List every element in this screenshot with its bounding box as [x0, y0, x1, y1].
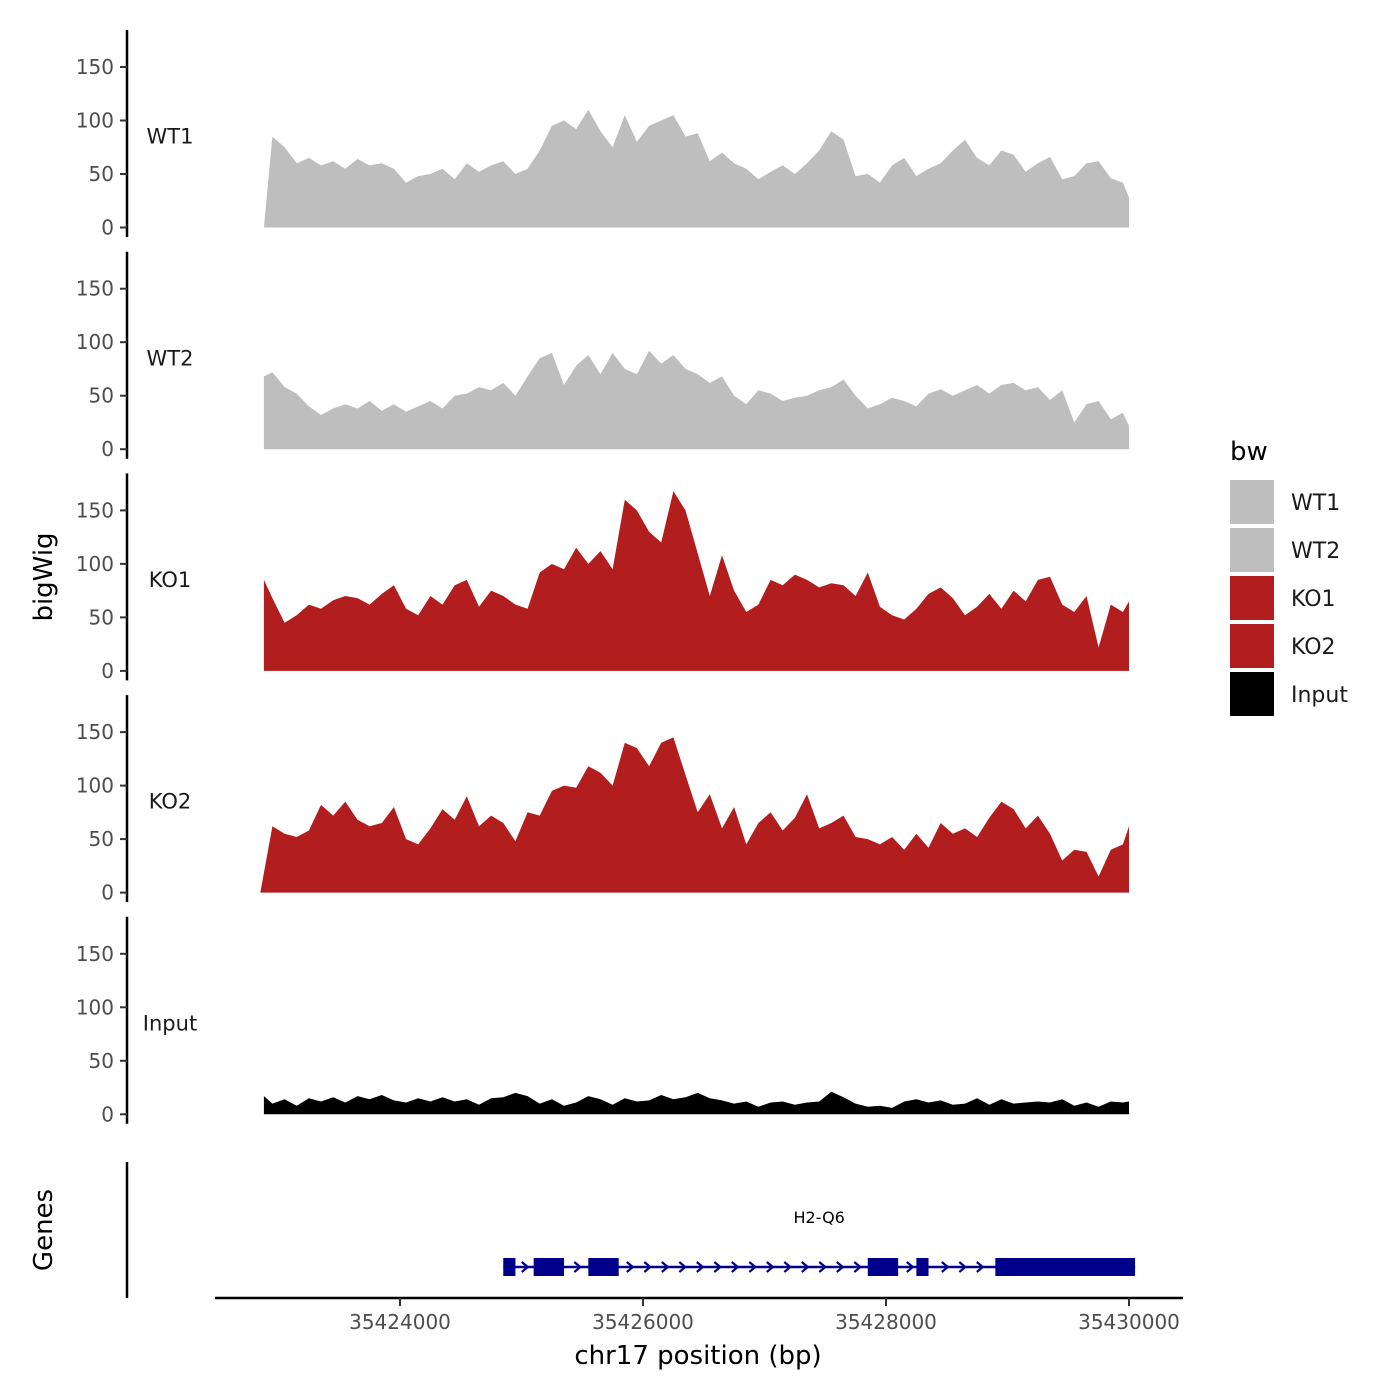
gene-exon [588, 1258, 619, 1276]
x-axis: 35424000 35426000 35428000 35430000 [215, 1296, 1183, 1334]
strand-arrow [818, 1261, 828, 1273]
y-tick-label: 100 [76, 109, 114, 133]
legend-item-input: Input [1230, 672, 1348, 716]
strand-arrow [976, 1261, 985, 1273]
y-tick-label: 100 [76, 774, 114, 798]
y-tick-label: 50 [89, 1049, 114, 1073]
legend-label: WT1 [1291, 491, 1340, 516]
legend-item-wt2: WT2 [1230, 528, 1340, 572]
strand-arrow [643, 1261, 653, 1273]
coverage-tracks: 0 50 100 150 WT1 0 50 100 150 WT2 0 50 100 150 KO1 0 50 1… [76, 30, 1129, 1126]
gene-exon [503, 1258, 516, 1276]
strand-arrow [906, 1261, 915, 1273]
y-tick-label: 0 [101, 1102, 114, 1126]
track-wt2: 0 50 100 150 WT2 [76, 251, 1129, 461]
y-tick-label: 150 [76, 720, 114, 744]
y-tick-label: 150 [76, 55, 114, 79]
gene-label: H2-Q6 [794, 1208, 845, 1227]
y-tick-label: 0 [101, 216, 114, 240]
gene-exon [916, 1258, 929, 1276]
strand-arrow [801, 1261, 810, 1273]
y-tick-label: 150 [76, 498, 114, 522]
legend-swatch [1230, 480, 1274, 524]
y-tick-label: 150 [76, 277, 114, 301]
strand-arrow [521, 1261, 530, 1273]
track-label-ko2: KO2 [149, 790, 192, 814]
y-tick-label: 0 [101, 881, 114, 905]
track-label-wt2: WT2 [147, 346, 194, 370]
track-input: 0 50 100 150 Input [76, 916, 1129, 1126]
y-tick-label: 100 [76, 995, 114, 1019]
x-axis-title: chr17 position (bp) [574, 1341, 821, 1371]
strand-arrow [626, 1261, 635, 1273]
legend: bw WT1 WT2 KO1 KO2 Input [1230, 437, 1348, 716]
legend-label: Input [1291, 683, 1348, 708]
legend-title: bw [1230, 437, 1268, 467]
legend-item-ko1: KO1 [1230, 576, 1336, 620]
legend-swatch [1230, 672, 1274, 716]
legend-swatch [1230, 528, 1274, 572]
y-axis-title: bigWig [29, 532, 59, 621]
strand-arrow [748, 1261, 758, 1273]
x-tick-label: 35424000 [349, 1310, 451, 1334]
legend-item-ko2: KO2 [1230, 624, 1336, 668]
area-ko2 [260, 737, 1129, 893]
area-input [263, 1091, 1129, 1115]
strand-arrow [958, 1261, 968, 1273]
y-tick-label: 0 [101, 659, 114, 683]
strand-arrow [853, 1261, 863, 1273]
y-tick-label: 50 [89, 827, 114, 851]
strand-arrow [713, 1261, 723, 1273]
genes-panel: Genes H2-Q6 [29, 1162, 1136, 1298]
gene-exon [867, 1258, 899, 1276]
gene-model-h2-q6 [503, 1258, 1136, 1276]
y-tick-label: 100 [76, 330, 114, 354]
area-ko1 [263, 491, 1129, 671]
legend-item-wt1: WT1 [1230, 480, 1340, 524]
y-tick-label: 50 [89, 605, 114, 629]
x-tick-label: 35426000 [592, 1310, 694, 1334]
y-tick-label: 50 [89, 162, 114, 186]
strand-arrow [766, 1261, 775, 1273]
legend-label: KO1 [1291, 587, 1336, 612]
strand-arrow [836, 1261, 845, 1273]
y-tick-label: 50 [89, 384, 114, 408]
track-ko2: 0 50 100 150 KO2 [76, 695, 1129, 905]
strand-arrow [678, 1261, 688, 1273]
y-tick-label: 0 [101, 437, 114, 461]
gene-exon [533, 1258, 565, 1276]
area-wt2 [263, 350, 1129, 450]
x-tick-label: 35428000 [835, 1310, 937, 1334]
x-tick-label: 35430000 [1078, 1310, 1180, 1334]
legend-swatch [1230, 576, 1274, 620]
y-tick-label: 150 [76, 942, 114, 966]
track-label-ko1: KO1 [149, 568, 192, 592]
strand-arrow [696, 1261, 705, 1273]
legend-swatch [1230, 624, 1274, 668]
strand-arrow [731, 1261, 740, 1273]
legend-label: KO2 [1291, 635, 1336, 660]
strand-arrow [941, 1261, 950, 1273]
track-wt1: 0 50 100 150 WT1 [76, 30, 1129, 240]
strand-arrow [783, 1261, 793, 1273]
track-ko1: 0 50 100 150 KO1 [76, 473, 1129, 683]
strand-arrow [573, 1261, 583, 1273]
track-label-wt1: WT1 [147, 125, 194, 149]
genes-panel-title: Genes [29, 1189, 59, 1271]
track-label-input: Input [143, 1011, 197, 1035]
strand-arrow [661, 1261, 670, 1273]
y-tick-label: 100 [76, 552, 114, 576]
gene-exon [995, 1258, 1136, 1276]
legend-label: WT2 [1291, 539, 1340, 564]
area-wt1 [263, 109, 1129, 228]
